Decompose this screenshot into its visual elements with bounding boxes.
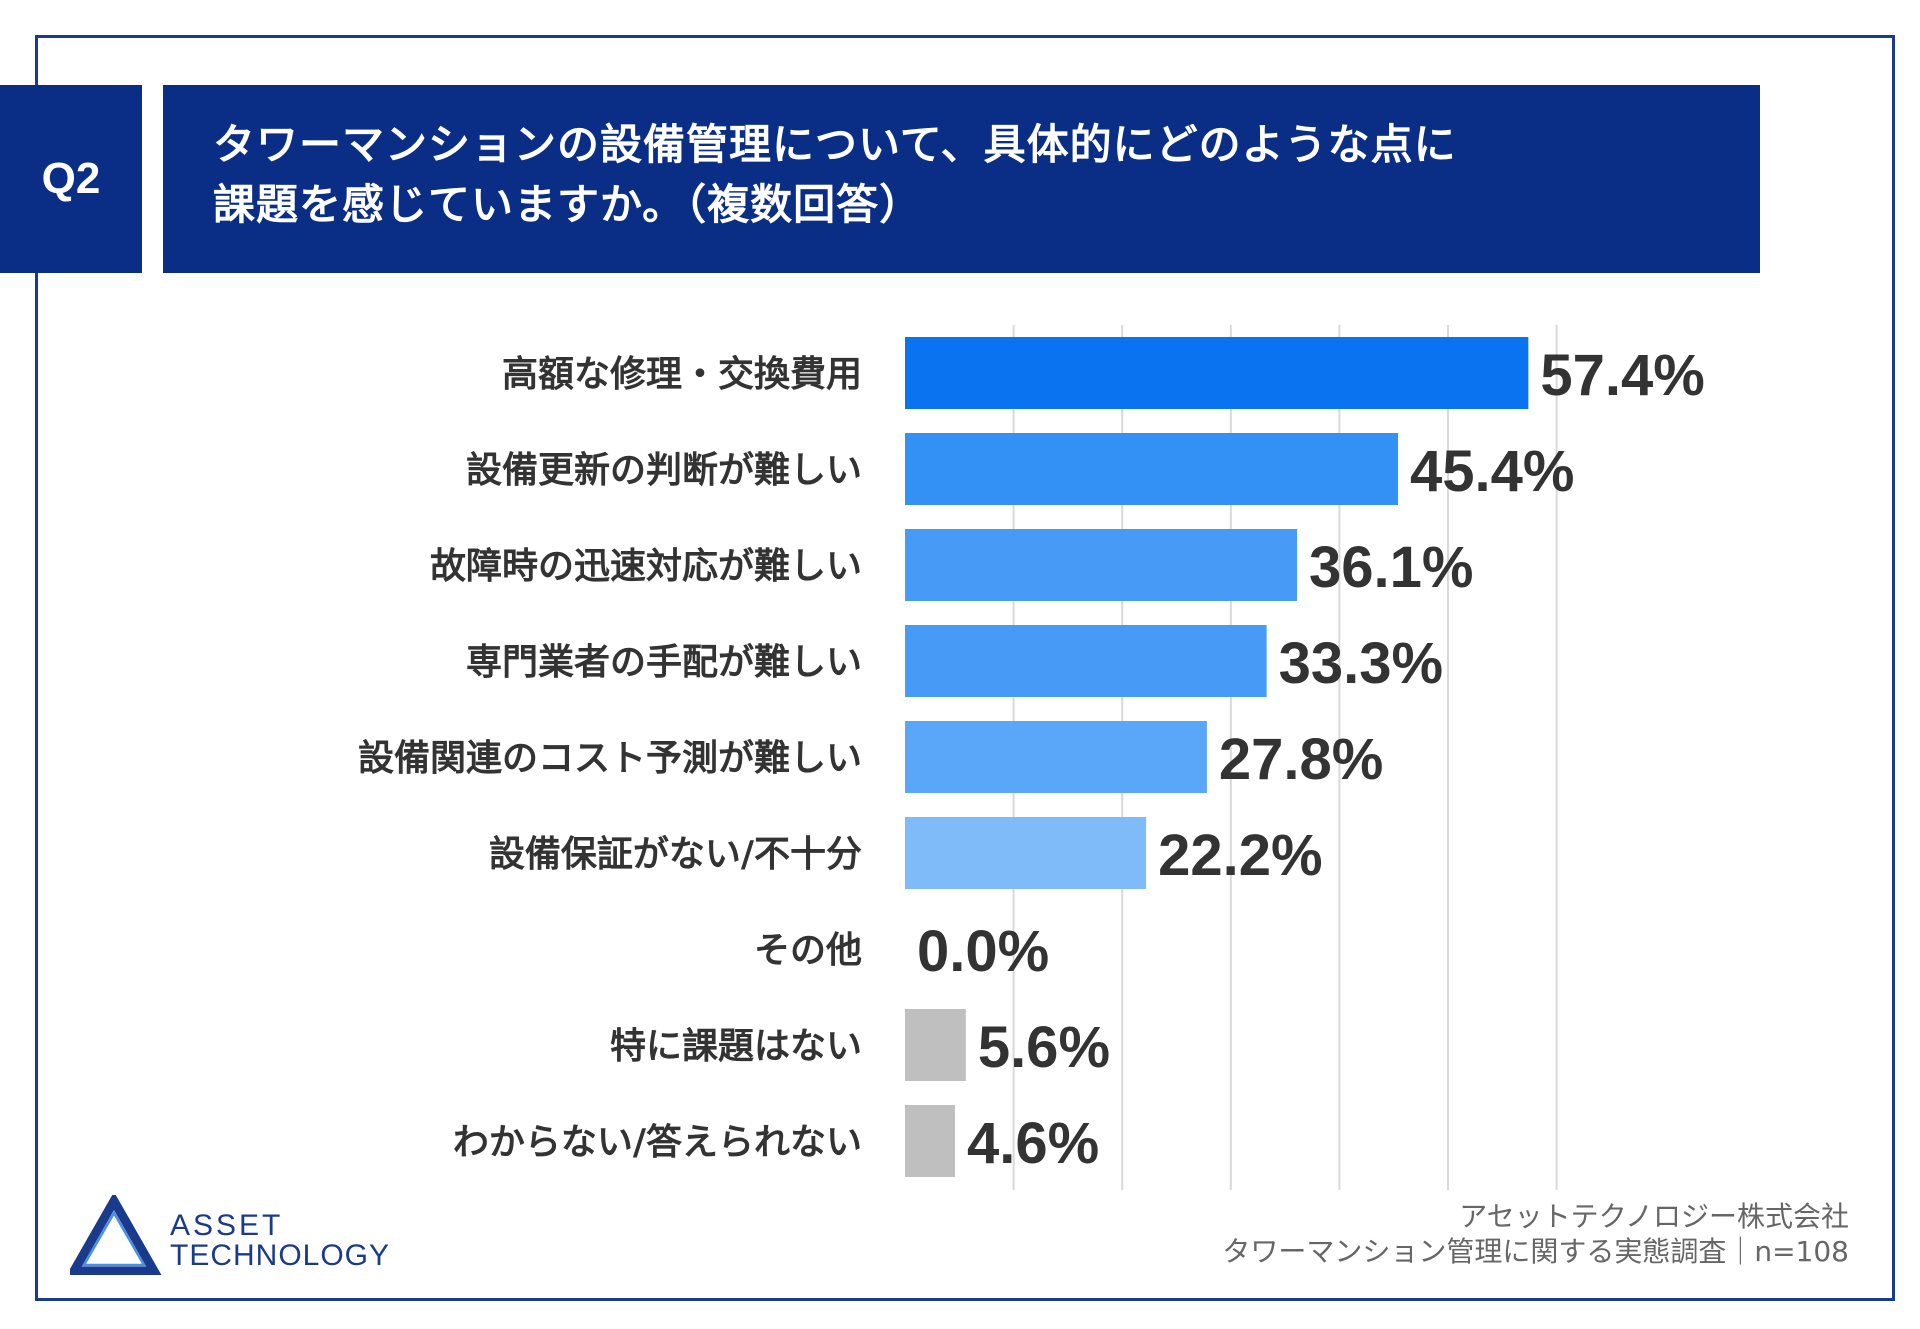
question-badge: Q2: [0, 85, 142, 273]
value-label: 0.0%: [917, 919, 1049, 984]
question-title-line1: タワーマンションの設備管理について、具体的にどのような点に: [213, 120, 1457, 169]
outer-frame: [35, 35, 1895, 1301]
footer-company: アセットテクノロジー株式会社: [1459, 1200, 1849, 1233]
bar: [905, 1009, 966, 1081]
question-title: タワーマンションの設備管理について、具体的にどのような点に 課題を感じていますか…: [163, 85, 1760, 273]
value-label: 33.3%: [1279, 631, 1443, 696]
bar-chart: 高額な修理・交換費用 57.4% 設備更新の判断が難しい 45.4% 故障時の迅速対応が…: [358, 325, 1705, 1190]
bar: [905, 529, 1298, 601]
category-label: 設備保証がない/不十分: [489, 834, 862, 875]
footer-survey: タワーマンション管理に関する実態調査｜n=108: [1222, 1235, 1849, 1268]
value-label: 45.4%: [1410, 439, 1574, 504]
bar: [905, 337, 1529, 409]
category-label: 専門業者の手配が難しい: [466, 642, 862, 683]
logo-text-asset: ASSET: [170, 1209, 283, 1242]
bar: [905, 433, 1399, 505]
category-label: 故障時の迅速対応が難しい: [430, 546, 862, 587]
bar: [905, 625, 1267, 697]
value-label: 57.4%: [1540, 343, 1704, 408]
category-label: 設備関連のコスト予測が難しい: [358, 738, 862, 779]
value-label: 5.6%: [978, 1015, 1110, 1080]
logo-text-technology: TECHNOLOGY: [170, 1239, 390, 1272]
logo-triangle-icon: [70, 1195, 162, 1275]
category-label: その他: [754, 930, 862, 971]
value-label: 22.2%: [1158, 823, 1322, 888]
bar: [905, 721, 1207, 793]
company-logo: ASSET TECHNOLOGY: [70, 1195, 390, 1275]
question-title-line2: 課題を感じていますか。（複数回答）: [213, 180, 923, 229]
category-label: 特に課題はない: [610, 1026, 862, 1067]
value-label: 4.6%: [967, 1111, 1099, 1176]
value-label: 36.1%: [1309, 535, 1473, 600]
bar: [905, 1105, 955, 1177]
category-label: わからない/答えられない: [453, 1122, 862, 1163]
value-label: 27.8%: [1219, 727, 1383, 792]
category-label: 高額な修理・交換費用: [502, 353, 862, 395]
bar: [905, 817, 1147, 889]
category-label: 設備更新の判断が難しい: [466, 450, 862, 491]
